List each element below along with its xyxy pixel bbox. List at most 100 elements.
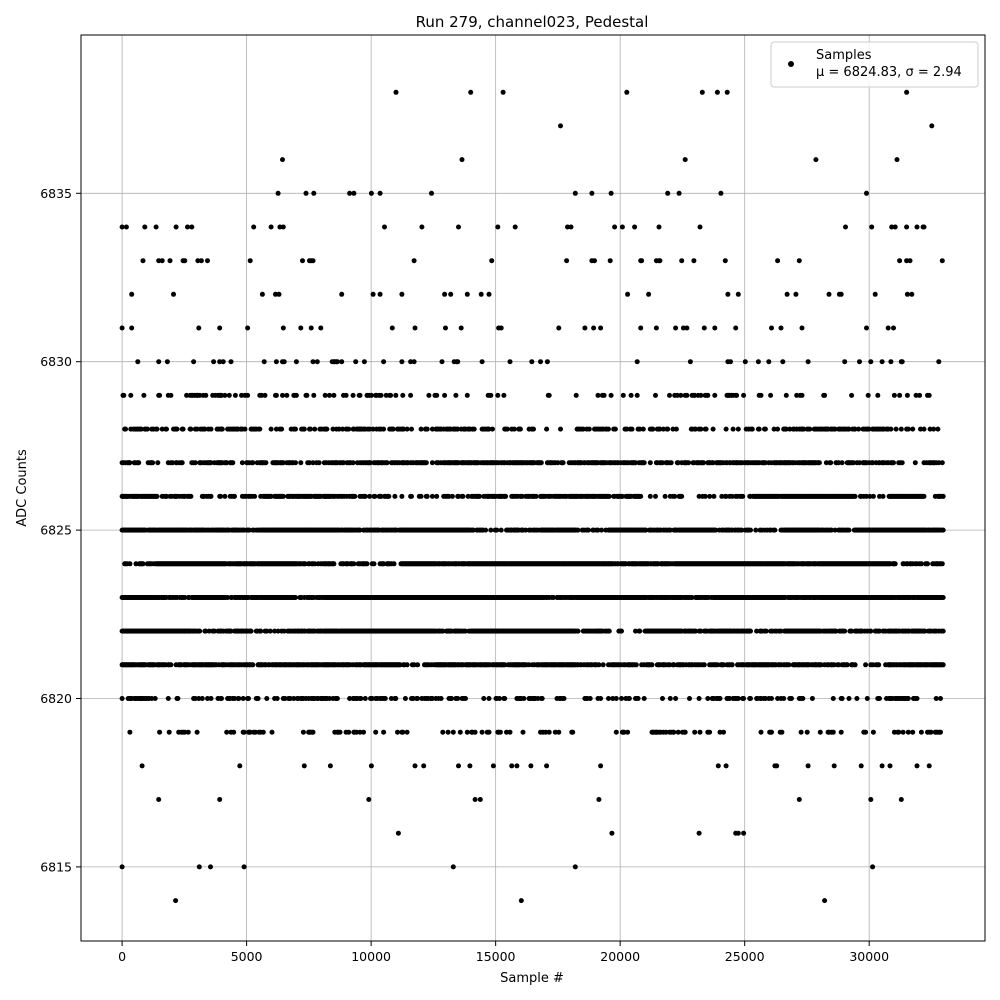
sample-point <box>459 157 465 163</box>
sample-point <box>634 392 640 398</box>
sample-point <box>843 224 848 230</box>
sample-point <box>135 359 141 365</box>
sample-point <box>330 426 336 432</box>
sample-point <box>899 359 905 365</box>
sample-point <box>633 460 638 466</box>
sample-point <box>388 392 394 398</box>
sample-point <box>245 392 251 398</box>
sample-point <box>657 426 663 432</box>
sample-point <box>138 426 144 432</box>
sample-point <box>739 527 745 533</box>
sample-point <box>263 460 269 466</box>
sample-point <box>691 258 697 264</box>
sample-point <box>439 359 445 365</box>
sample-point <box>312 426 318 432</box>
sample-point <box>687 359 693 365</box>
sample-point <box>411 258 417 264</box>
sample-point <box>334 359 340 365</box>
sample-point <box>232 392 238 398</box>
sample-point <box>483 527 489 533</box>
sample-point <box>660 426 666 432</box>
sample-point <box>606 493 612 499</box>
sample-point <box>331 392 337 398</box>
sample-point <box>842 628 848 634</box>
sample-point <box>775 426 781 432</box>
sample-point <box>640 426 646 432</box>
sample-point <box>905 426 911 432</box>
sample-point <box>723 493 729 499</box>
sample-point <box>673 426 679 432</box>
sample-point <box>442 291 448 297</box>
sample-point <box>257 426 263 432</box>
sample-point <box>912 460 918 466</box>
sample-point <box>350 392 356 398</box>
sample-point <box>371 561 377 567</box>
sample-level-6834 <box>119 224 927 230</box>
sample-point <box>766 359 772 365</box>
sample-point <box>558 426 563 432</box>
sample-point <box>580 426 586 432</box>
sample-point <box>488 392 494 398</box>
sample-point <box>893 426 899 432</box>
sample-point <box>856 426 862 432</box>
sample-level-6829 <box>120 392 932 398</box>
sample-point <box>423 460 429 466</box>
sample-point <box>768 392 774 398</box>
sample-point <box>154 493 160 499</box>
sample-point <box>749 426 755 432</box>
sample-point <box>846 527 852 533</box>
sample-point <box>314 359 320 365</box>
sample-level-6836 <box>280 157 900 163</box>
sample-point <box>546 392 552 398</box>
sample-point <box>885 325 891 331</box>
sample-level-6833 <box>140 258 945 264</box>
sample-point <box>684 392 690 398</box>
sample-point <box>864 325 869 331</box>
sample-point <box>935 426 941 432</box>
sample-point <box>217 359 223 365</box>
sample-point <box>921 224 927 230</box>
sample-point <box>607 258 613 264</box>
sample-point <box>742 359 748 365</box>
sample-point <box>850 460 856 466</box>
sample-point <box>378 392 384 398</box>
sample-point <box>377 190 383 196</box>
sample-point <box>208 426 214 432</box>
sample-point <box>119 325 125 331</box>
sample-point <box>119 224 125 230</box>
sample-point <box>643 527 649 533</box>
sample-point <box>429 426 435 432</box>
sample-point <box>826 291 832 297</box>
sample-point <box>347 190 353 196</box>
sample-point <box>127 460 133 466</box>
sample-point <box>667 527 673 533</box>
sample-point <box>865 392 871 398</box>
sample-point <box>488 527 494 533</box>
sample-point <box>298 325 304 331</box>
sample-point <box>399 493 405 499</box>
sample-point <box>657 258 663 264</box>
sample-point <box>157 392 163 398</box>
sample-point <box>133 561 139 567</box>
sample-point <box>367 493 373 499</box>
sample-point <box>599 527 604 533</box>
sample-point <box>159 426 165 432</box>
sample-point <box>391 561 397 567</box>
sample-point <box>796 258 802 264</box>
sample-point <box>558 123 563 129</box>
sample-point <box>156 258 162 264</box>
sample-point <box>392 493 398 499</box>
sample-point <box>382 224 387 230</box>
sample-point <box>367 426 373 432</box>
sample-point <box>684 325 690 331</box>
sample-point <box>507 359 513 365</box>
sample-point <box>174 426 180 432</box>
sample-level-6821 <box>119 662 946 668</box>
sample-point <box>710 426 716 432</box>
sample-point <box>307 460 312 466</box>
sample-point <box>936 359 942 365</box>
sample-point <box>568 224 574 230</box>
sample-point <box>424 426 430 432</box>
sample-point <box>218 493 224 499</box>
